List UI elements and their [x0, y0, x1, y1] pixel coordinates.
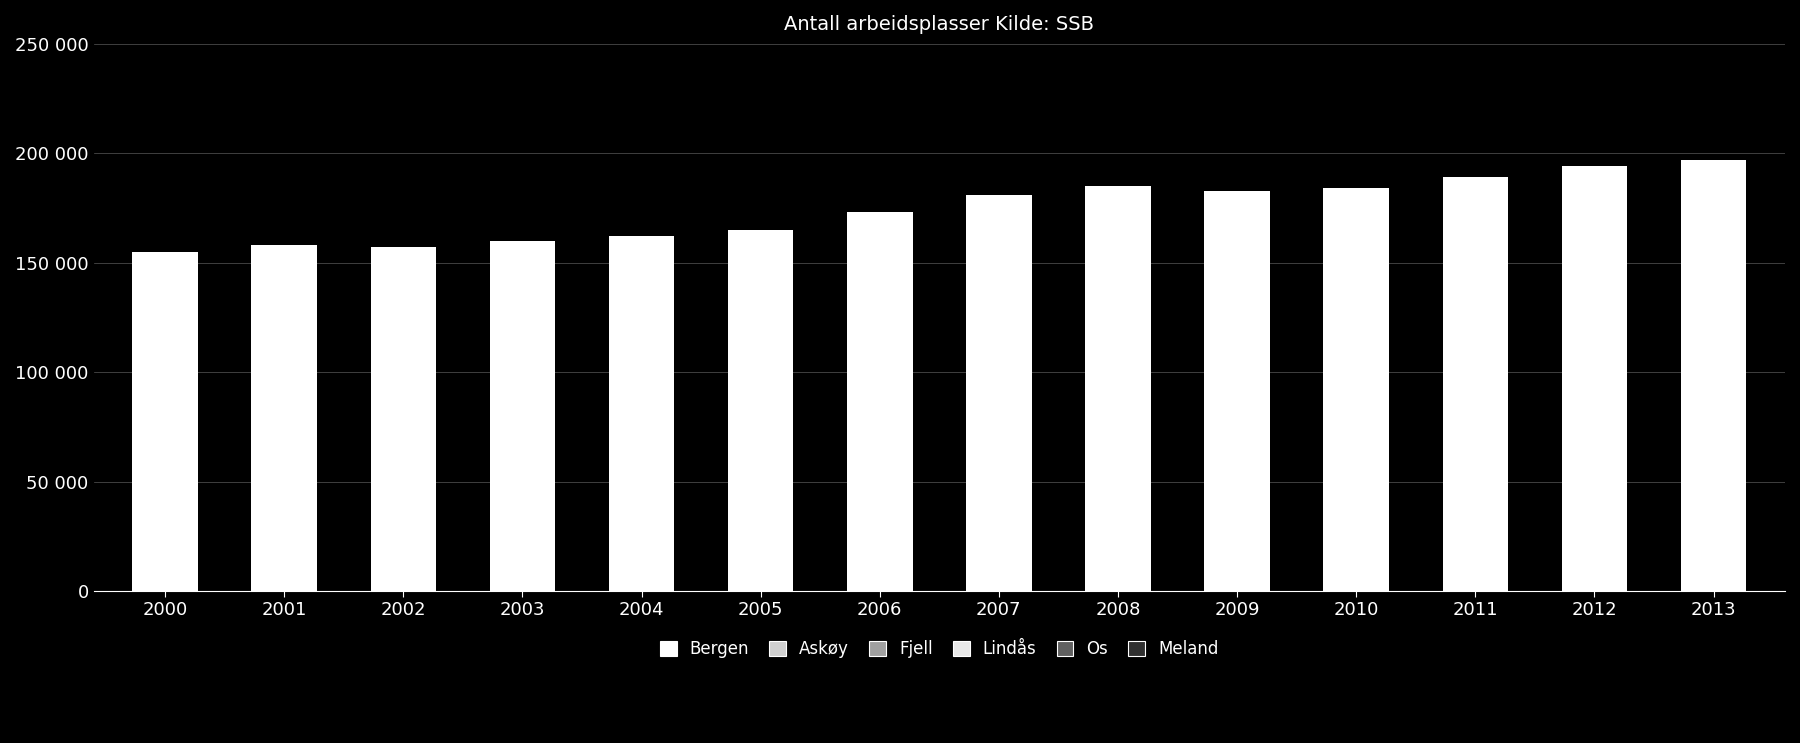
Bar — [1442, 222, 1508, 591]
Bar — [252, 284, 317, 591]
Bar — [1204, 208, 1269, 220]
Bar — [1681, 207, 1746, 591]
Bar — [252, 262, 317, 271]
Bar — [848, 230, 913, 241]
Bar — [133, 259, 198, 267]
Bar — [1085, 231, 1150, 591]
Bar — [1442, 195, 1508, 207]
Bar — [1442, 207, 1508, 222]
Bar — [371, 250, 436, 256]
Bar — [608, 239, 675, 244]
Bar — [133, 255, 198, 259]
Bar — [1681, 160, 1746, 167]
Bar — [1323, 195, 1390, 205]
Bar — [252, 253, 317, 262]
Bar — [371, 264, 436, 273]
Bar — [608, 244, 675, 253]
Bar — [1085, 186, 1150, 189]
Bar — [848, 221, 913, 230]
Bar — [1085, 216, 1150, 231]
Bar — [848, 241, 913, 254]
Bar — [967, 239, 1031, 591]
Bar — [727, 237, 794, 246]
Bar — [727, 232, 794, 237]
Bar — [252, 245, 317, 249]
Bar — [1204, 192, 1269, 198]
Bar — [1562, 197, 1627, 212]
Bar — [1204, 190, 1269, 192]
Bar — [252, 271, 317, 284]
Bar — [608, 263, 675, 276]
Bar — [1323, 232, 1390, 591]
Bar — [1562, 173, 1627, 184]
Bar — [371, 286, 436, 591]
Bar — [608, 236, 675, 239]
Bar — [1442, 178, 1508, 184]
Legend: Bergen, Askøy, Fjell, Lindås, Os, Meland: Bergen, Askøy, Fjell, Lindås, Os, Meland — [653, 634, 1226, 665]
Bar — [1085, 189, 1150, 195]
Bar — [848, 254, 913, 591]
Bar — [1562, 167, 1627, 173]
Bar — [727, 256, 794, 269]
Bar — [848, 212, 913, 215]
Bar — [608, 253, 675, 263]
Bar — [1681, 178, 1746, 191]
Bar — [371, 273, 436, 286]
Bar — [252, 249, 317, 253]
Bar — [133, 277, 198, 289]
Bar — [133, 267, 198, 277]
Bar — [1085, 195, 1150, 205]
Bar — [1204, 234, 1269, 591]
Bar — [967, 198, 1031, 204]
Bar — [1323, 189, 1390, 195]
Bar — [371, 256, 436, 264]
Bar — [1204, 220, 1269, 234]
Bar — [608, 276, 675, 591]
Title: Antall arbeidsplasser Kilde: SSB: Antall arbeidsplasser Kilde: SSB — [785, 15, 1094, 34]
Bar — [967, 195, 1031, 198]
Bar — [490, 267, 554, 280]
Bar — [133, 289, 198, 591]
Bar — [967, 204, 1031, 213]
Bar — [490, 249, 554, 258]
Bar — [967, 213, 1031, 224]
Bar — [1085, 205, 1150, 216]
Bar — [848, 215, 913, 221]
Bar — [967, 224, 1031, 239]
Bar — [371, 247, 436, 250]
Bar — [1323, 217, 1390, 232]
Bar — [1681, 191, 1746, 207]
Bar — [133, 252, 198, 255]
Bar — [727, 230, 794, 232]
Bar — [490, 244, 554, 249]
Bar — [490, 258, 554, 267]
Bar — [727, 269, 794, 591]
Bar — [1204, 198, 1269, 208]
Bar — [1562, 212, 1627, 591]
Bar — [1562, 184, 1627, 197]
Bar — [1442, 184, 1508, 195]
Bar — [727, 246, 794, 256]
Bar — [1323, 205, 1390, 217]
Bar — [490, 241, 554, 244]
Bar — [1681, 167, 1746, 178]
Bar — [490, 280, 554, 591]
